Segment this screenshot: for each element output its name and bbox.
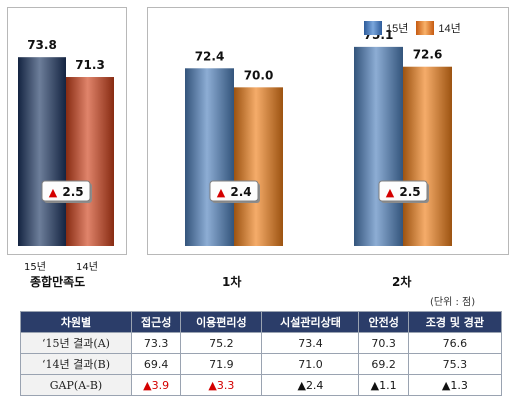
table-cell: 73.4 [261, 332, 360, 354]
data-label: 72.6 [413, 48, 443, 62]
gap-cell: ▲1.1 [358, 374, 409, 396]
round-chart-panel: 72.470.0▲2.475.172.6▲2.5 15년 14년 [147, 7, 509, 255]
gap-badge-value: 2.5 [62, 185, 83, 199]
overall-category-label: 종합만족도 [30, 275, 86, 289]
table-cell: 75.3 [407, 353, 503, 375]
gap-badge: ▲ 2.5 [378, 180, 429, 203]
table-cell: 73.3 [130, 332, 182, 354]
overall-bar-label-14: 14년 [76, 262, 98, 273]
row-label: ‘15년 결과(A) [20, 332, 132, 354]
overall-bar-label-15: 15년 [24, 262, 46, 273]
dimension-table: 차원별 접근성 이용편리성 시설관리상태 안전성 조경 및 경관 ‘15년 결과… [20, 311, 503, 396]
legend-swatch-15 [364, 21, 382, 35]
data-label: 72.4 [195, 49, 225, 63]
chart-legend: 15년 14년 [364, 20, 461, 36]
bar-14년-2차 [403, 66, 452, 246]
gap-value: 1.1 [379, 378, 397, 392]
row-label: GAP(A-B) [20, 374, 132, 396]
table-row: GAP(A-B) ▲3.9 ▲3.3 ▲2.4 ▲1.1 ▲1.3 [20, 374, 503, 396]
triangle-up-icon: ▲ [49, 186, 58, 199]
table-cell: 69.4 [130, 353, 182, 375]
table-cell: 71.0 [261, 353, 360, 375]
gap-cell: ▲2.4 [261, 374, 360, 396]
overall-chart-panel: 73.8 71.3 ▲ 2.5 [7, 7, 127, 255]
bar-14년-1차 [234, 87, 283, 246]
gap-badge: ▲ 2.4 [209, 180, 260, 203]
bar-15년-1차 [185, 68, 234, 246]
table-cell: 70.3 [358, 332, 409, 354]
legend-item-15: 15년 [364, 20, 408, 36]
bar-14년-종합만족도 [66, 77, 114, 247]
table-header-row: 차원별 접근성 이용편리성 시설관리상태 안전성 조경 및 경관 [20, 311, 503, 333]
table-header-cell: 접근성 [130, 311, 182, 333]
table-header-cell: 이용편리성 [180, 311, 263, 333]
triangle-up-icon: ▲ [370, 378, 380, 392]
triangle-up-icon: ▲ [217, 186, 226, 199]
triangle-up-icon: ▲ [297, 378, 306, 392]
triangle-up-icon: ▲ [208, 378, 217, 392]
bar-15년-종합만족도 [18, 57, 66, 246]
bar-15년-2차 [354, 46, 403, 246]
legend-swatch-14 [416, 21, 435, 35]
table-cell: 76.6 [407, 332, 503, 354]
round-chart: 72.470.0▲2.475.172.6▲2.5 [185, 28, 452, 246]
table-header-cell: 안전성 [358, 311, 409, 333]
table-row: ‘14년 결과(B) 69.4 71.9 71.0 69.2 75.3 [20, 353, 503, 375]
gap-badge-value: 2.5 [399, 185, 420, 199]
gap-value: 3.3 [216, 378, 235, 392]
data-label: 71.3 [75, 58, 105, 72]
table-header-cell: 조경 및 경관 [407, 311, 503, 333]
gap-badge-value: 2.4 [230, 185, 251, 199]
triangle-up-icon: ▲ [441, 378, 451, 392]
gap-value: 2.4 [305, 378, 324, 392]
overall-chart: 73.8 71.3 ▲ 2.5 [18, 38, 114, 247]
gap-badge: ▲ 2.5 [41, 180, 92, 203]
row-label: ‘14년 결과(B) [20, 353, 132, 375]
table-cell: 69.2 [358, 353, 409, 375]
table-cell: 75.2 [180, 332, 263, 354]
gap-cell: ▲1.3 [407, 374, 503, 396]
table-cell: 71.9 [180, 353, 263, 375]
table-row: ‘15년 결과(A) 73.3 75.2 73.4 70.3 76.6 [20, 332, 503, 354]
legend-item-14: 14년 [416, 20, 461, 36]
gap-cell: ▲3.9 [130, 374, 182, 396]
round-category-label-1: 1차 [222, 275, 242, 289]
legend-label-15: 15년 [386, 23, 409, 35]
table-header-cell: 시설관리상태 [261, 311, 360, 333]
data-label: 73.8 [27, 38, 57, 52]
round-category-label-2: 2차 [392, 275, 412, 289]
triangle-up-icon: ▲ [386, 186, 395, 199]
unit-note: (단위 : 점) [430, 297, 476, 308]
table-header-cell: 차원별 [20, 311, 132, 333]
gap-value: 1.3 [450, 378, 468, 392]
data-label: 70.0 [244, 68, 274, 82]
legend-label-14: 14년 [438, 23, 461, 35]
triangle-up-icon: ▲ [143, 378, 152, 392]
gap-cell: ▲3.3 [180, 374, 263, 396]
gap-value: 3.9 [151, 378, 170, 392]
